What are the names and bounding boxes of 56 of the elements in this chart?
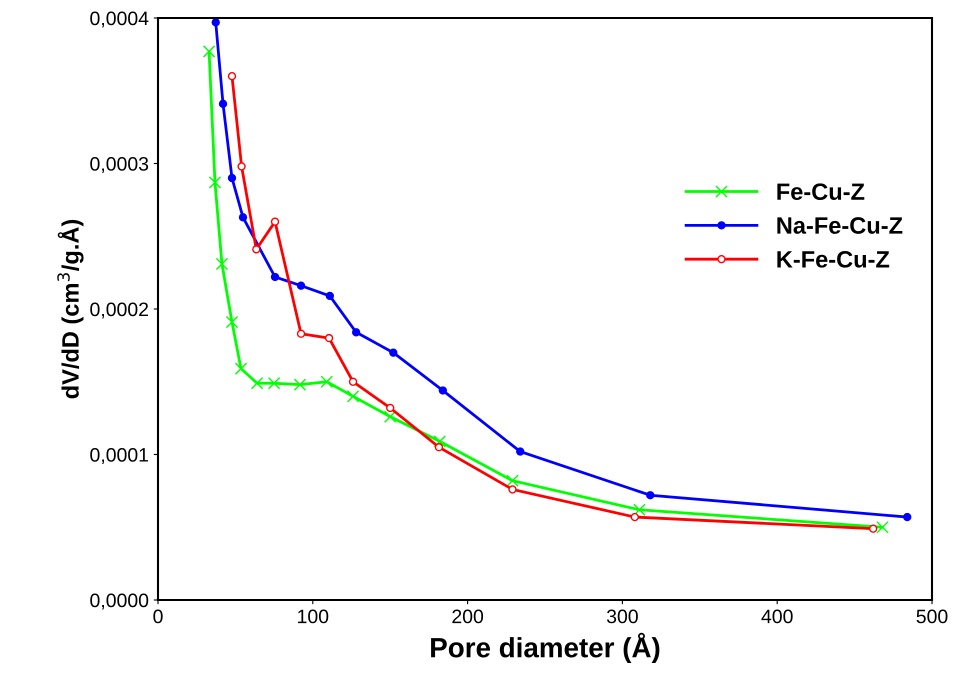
- point: [237, 162, 246, 171]
- point: [270, 272, 280, 282]
- point: [438, 386, 447, 395]
- y-axis-title: dV/dD (cm$^{3}$/g.Å): [57, 220, 84, 398]
- point: [234, 362, 248, 375]
- legend-label: Fe-Cu-Z: [777, 183, 864, 200]
- point: [252, 245, 260, 254]
- point: [268, 376, 280, 390]
- point: [202, 45, 216, 58]
- legend-label: K-Fe-Cu-Z: [777, 250, 890, 268]
- x-tick-label: 400: [761, 610, 793, 624]
- point: [320, 376, 333, 388]
- point: [326, 292, 334, 300]
- point: [869, 524, 878, 533]
- point: [296, 282, 306, 290]
- point: [218, 100, 228, 108]
- x-tick-label: 200: [452, 610, 484, 624]
- point: [296, 330, 306, 338]
- point: [226, 316, 238, 328]
- x-tick-label: 500: [916, 610, 948, 624]
- point: [903, 512, 912, 522]
- point: [324, 334, 334, 342]
- y-tick-label: 0,0001: [90, 448, 148, 464]
- point: [216, 258, 228, 270]
- point: [294, 378, 306, 391]
- y-tick-label: 0,0004: [90, 11, 148, 28]
- y-tick-label: 0,0000: [90, 593, 148, 610]
- point: [238, 213, 248, 222]
- y-tick-label: 0,0002: [90, 302, 148, 319]
- point: [630, 512, 639, 522]
- point: [386, 404, 394, 412]
- point: [516, 447, 524, 456]
- x-axis-title: Pore diameter (Å): [431, 632, 660, 663]
- point: [348, 378, 358, 386]
- point: [633, 504, 646, 516]
- legend-label: Na-Fe-Cu-Z: [777, 217, 902, 234]
- point: [228, 72, 236, 80]
- point: [270, 218, 280, 226]
- point: [352, 328, 360, 336]
- point: [250, 376, 264, 390]
- point: [646, 491, 654, 500]
- point: [389, 348, 398, 357]
- x-tick-label: 0: [153, 610, 163, 624]
- point: [228, 174, 236, 182]
- y-tick-label: 0,0003: [90, 156, 148, 174]
- point: [433, 435, 446, 448]
- point: [346, 390, 360, 403]
- x-tick-label: 300: [606, 610, 638, 624]
- point: [212, 18, 220, 27]
- point: [506, 474, 519, 487]
- point: [384, 410, 396, 423]
- x-tick-label: 100: [298, 610, 328, 624]
- point: [876, 521, 889, 534]
- point: [434, 443, 444, 452]
- point: [508, 485, 517, 494]
- point: [208, 176, 222, 189]
